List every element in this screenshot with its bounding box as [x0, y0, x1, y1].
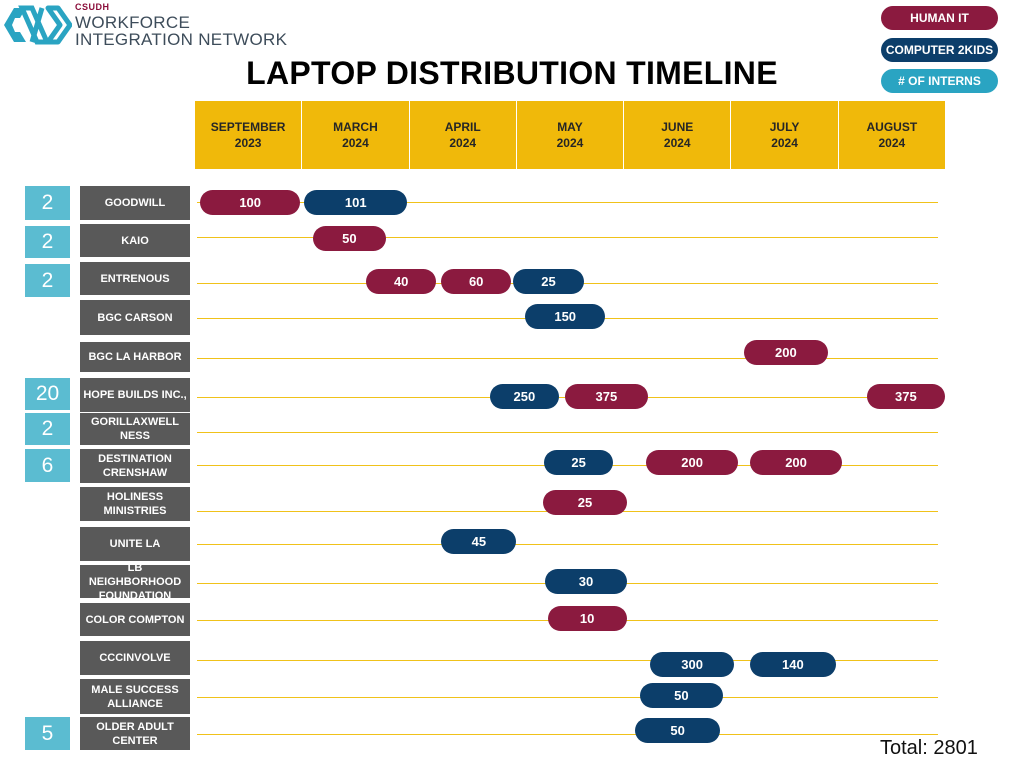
distribution-bar-human-it: 100	[200, 190, 300, 215]
org-label: ENTRENOUS	[80, 262, 190, 295]
distribution-bar-computer-2kids: 250	[489, 384, 560, 409]
distribution-bar-computer-2kids: 25	[513, 269, 584, 294]
distribution-bar-human-it: 50	[312, 226, 386, 251]
intern-count: 5	[25, 717, 70, 750]
month-label: MARCH 2024	[301, 101, 408, 169]
row-grid-line	[197, 697, 938, 698]
intern-count: 20	[25, 378, 70, 410]
org-label: KAIO	[80, 224, 190, 257]
intern-count: 2	[25, 186, 70, 220]
intern-count: 2	[25, 226, 70, 258]
month-header: SEPTEMBER 2023 MARCH 2024 APRIL 2024 MAY…	[195, 101, 945, 169]
row-grid-line	[197, 660, 938, 661]
distribution-bar-computer-2kids: 50	[635, 718, 720, 743]
distribution-bar-human-it: 200	[646, 450, 739, 475]
month-label: AUGUST 2024	[837, 101, 945, 169]
org-label: OLDER ADULT CENTER	[80, 717, 190, 750]
org-label: BGC LA HARBOR	[80, 342, 190, 372]
legend-interns: # OF INTERNS	[881, 69, 998, 93]
row-grid-line	[197, 734, 938, 735]
org-label: HOPE BUILDS INC.,	[80, 378, 190, 412]
month-label: APRIL 2024	[408, 101, 516, 169]
month-label: SEPTEMBER 2023	[210, 120, 286, 150]
distribution-bar-human-it: 25	[543, 490, 627, 515]
legend-human-it: HUMAN IT	[881, 6, 998, 30]
distribution-bar-computer-2kids: 45	[441, 529, 517, 554]
distribution-bar-computer-2kids: 50	[639, 683, 724, 708]
org-label: CCCINVOLVE	[80, 641, 190, 675]
legend-computer-2kids: COMPUTER 2KIDS	[881, 38, 998, 62]
distribution-bar-human-it: 200	[750, 450, 843, 475]
distribution-bar-human-it: 60	[441, 269, 511, 294]
row-grid-line	[197, 202, 938, 203]
distribution-bar-computer-2kids: 101	[304, 190, 408, 215]
org-label: UNITE LA	[80, 527, 190, 561]
org-label: MALE SUCCESS ALLIANCE	[80, 679, 190, 714]
distribution-bar-computer-2kids: 140	[750, 652, 836, 677]
distribution-bar-computer-2kids: 150	[525, 304, 606, 329]
distribution-bar-human-it: 40	[366, 269, 436, 294]
workforce-logo-icon	[4, 5, 72, 45]
org-label: DESTINATION CRENSHAW	[80, 449, 190, 483]
row-grid-line	[197, 237, 938, 238]
intern-count: 2	[25, 413, 70, 445]
org-label: LB NEIGHBORHOOD FOUNDATION	[80, 562, 190, 602]
distribution-bar-human-it: 375	[866, 384, 945, 409]
distribution-bar-computer-2kids: 300	[650, 652, 734, 677]
logo-line-2: INTEGRATION NETWORK	[75, 30, 288, 49]
distribution-bar-human-it: 200	[743, 340, 829, 365]
distribution-bar-computer-2kids: 25	[544, 450, 613, 475]
org-label: GORILLAXWELL NESS	[80, 413, 190, 445]
org-label: BGC CARSON	[80, 300, 190, 335]
distribution-bar-computer-2kids: 30	[545, 569, 627, 594]
org-label: GOODWILL	[80, 186, 190, 220]
logo-csudh-text: CSUDH	[75, 2, 110, 12]
row-grid-line	[197, 432, 938, 433]
intern-count: 6	[25, 449, 70, 482]
org-label: HOLINESS MINISTRIES	[80, 487, 190, 521]
page-title: LAPTOP DISTRIBUTION TIMELINE	[246, 55, 778, 91]
distribution-bar-human-it: 375	[564, 384, 649, 409]
month-label: JULY 2024	[730, 101, 837, 169]
row-grid-line	[197, 358, 938, 359]
intern-count: 2	[25, 264, 70, 297]
row-grid-line	[197, 544, 938, 545]
org-label: COLOR COMPTON	[80, 603, 190, 636]
distribution-bar-human-it: 10	[547, 606, 627, 631]
month-label: JUNE 2024	[623, 101, 730, 169]
total-count: Total: 2801	[880, 737, 978, 759]
month-label: MAY 2024	[515, 101, 623, 169]
logo-line-1: WORKFORCE	[75, 13, 191, 32]
